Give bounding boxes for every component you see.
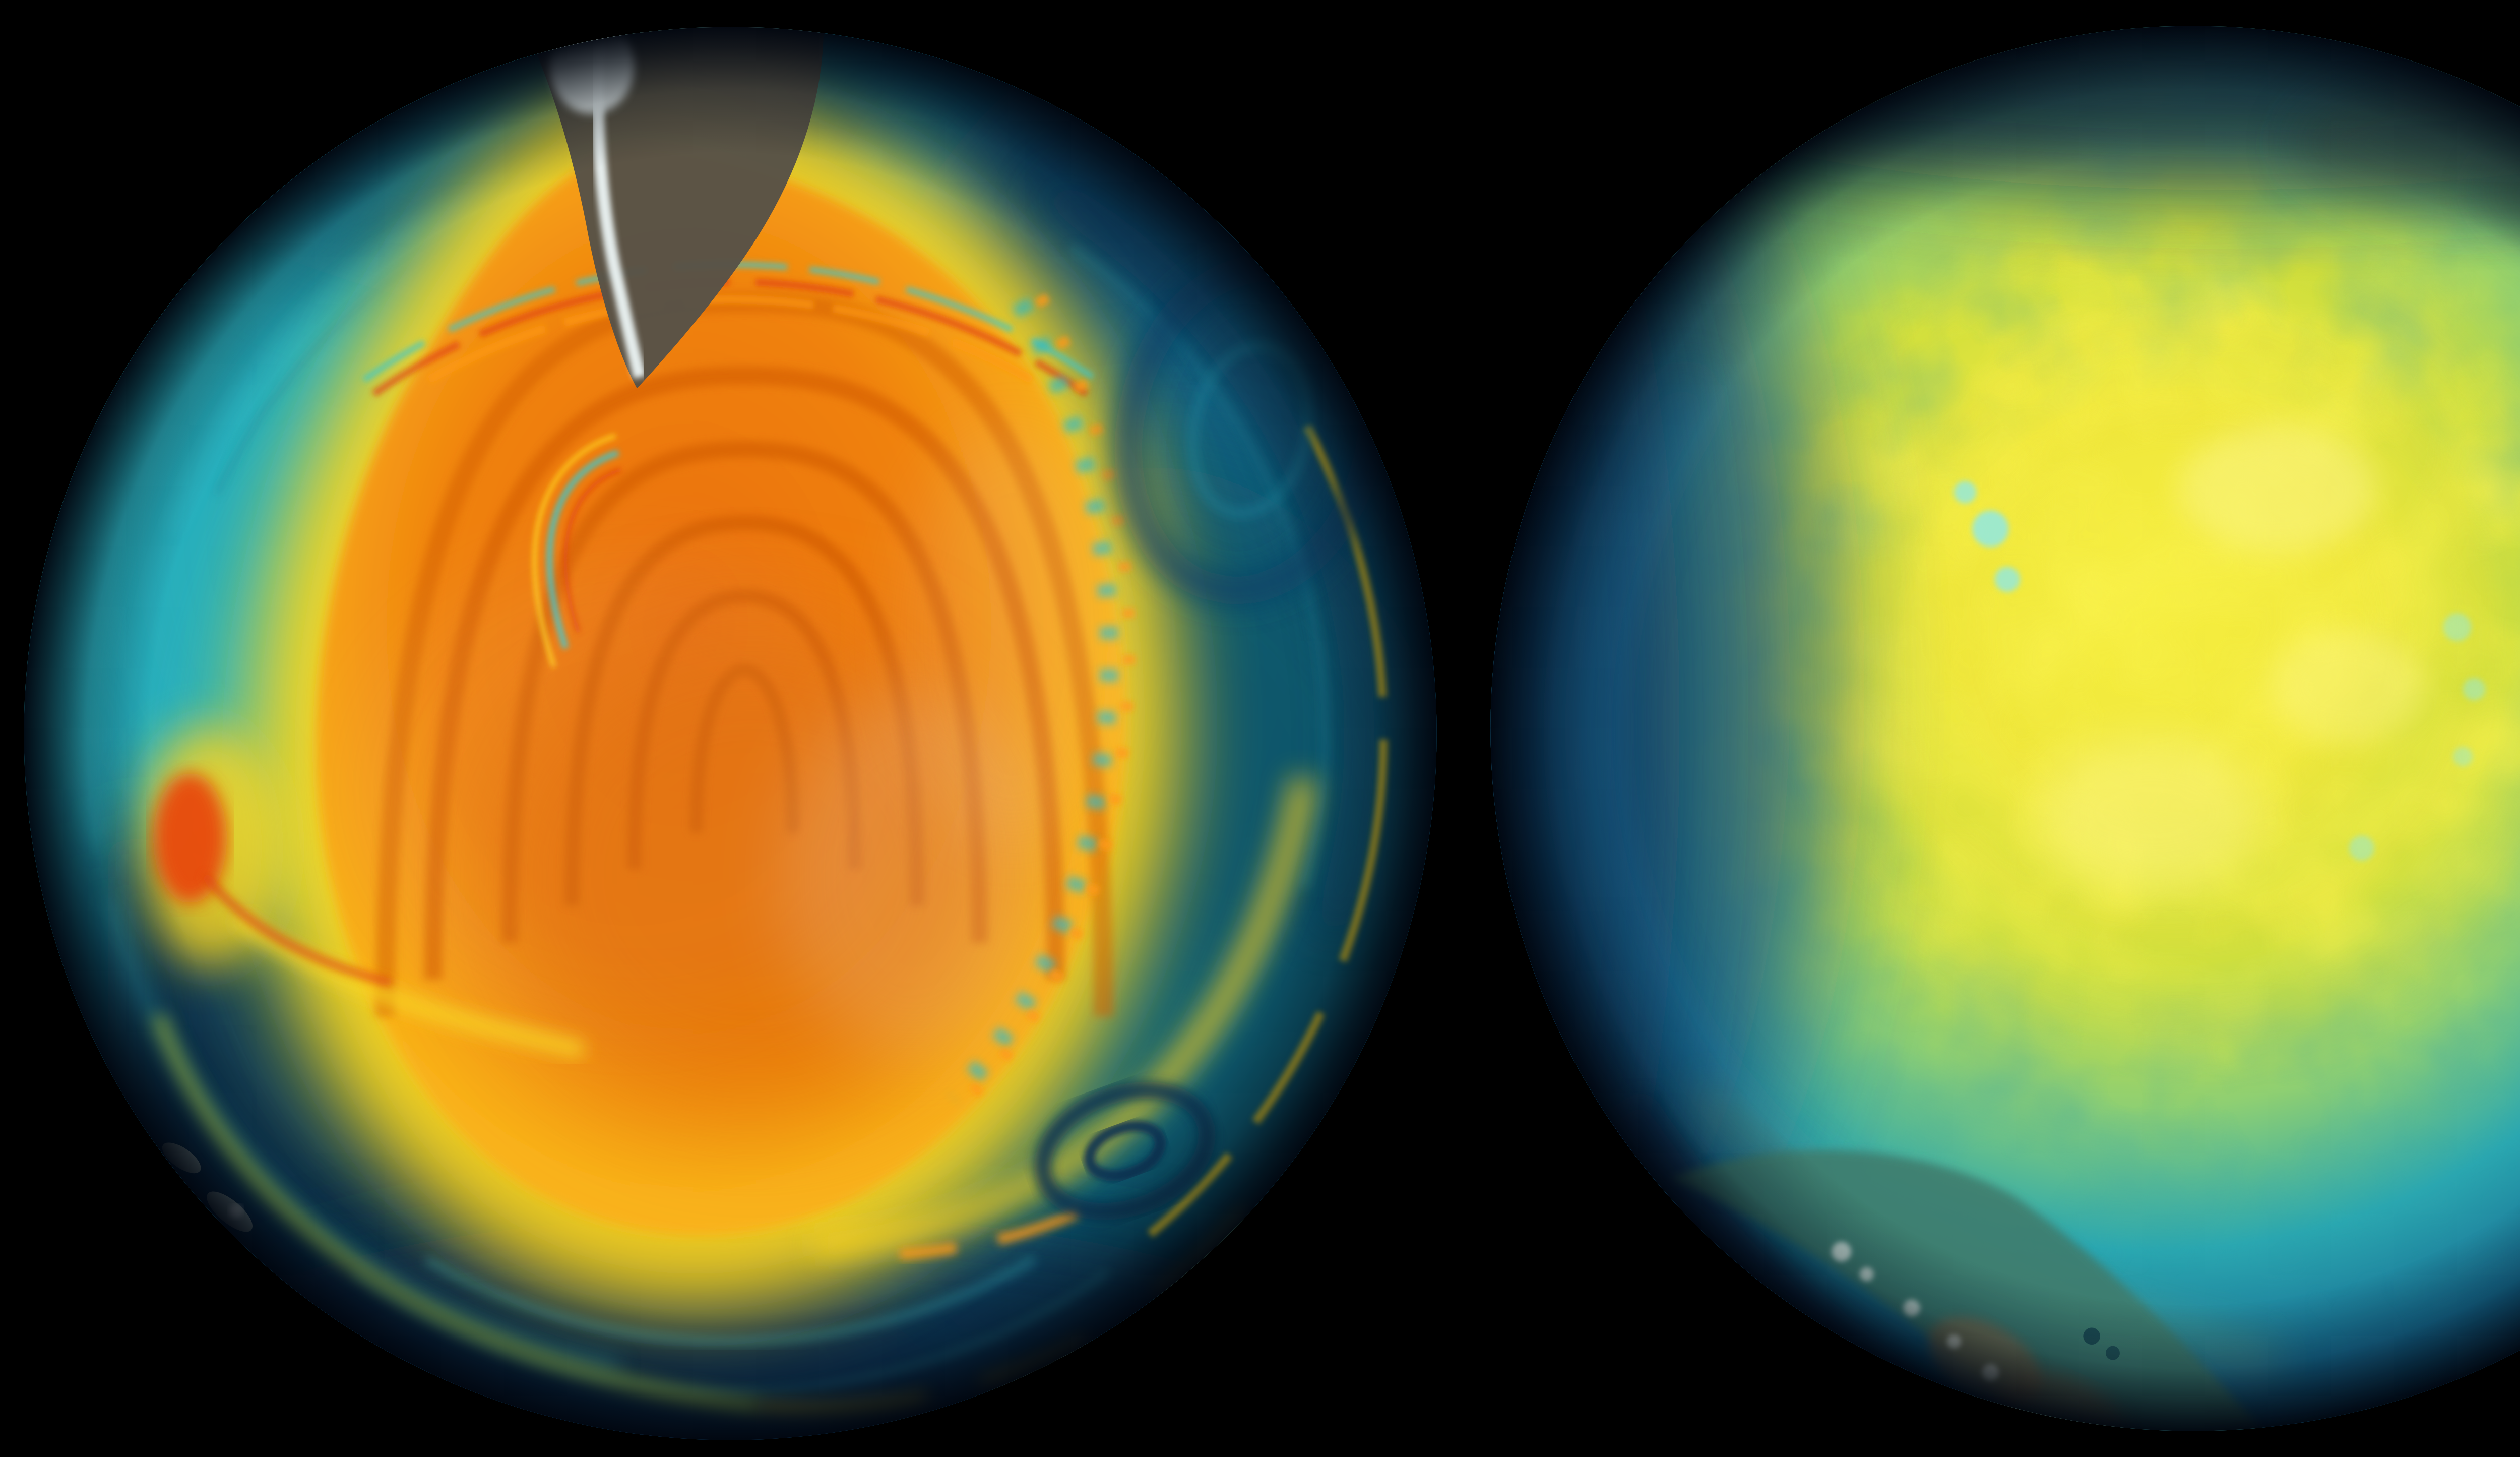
antarctic-vortex-globe-svg [23,26,1437,1441]
arctic-globe [1490,25,2520,1432]
antarctic-vortex-globe [23,26,1437,1441]
space-background [0,0,2520,1457]
arctic-globe-svg [1490,25,2520,1432]
limb-shading [1490,25,2520,1432]
limb-shading [23,26,1437,1441]
